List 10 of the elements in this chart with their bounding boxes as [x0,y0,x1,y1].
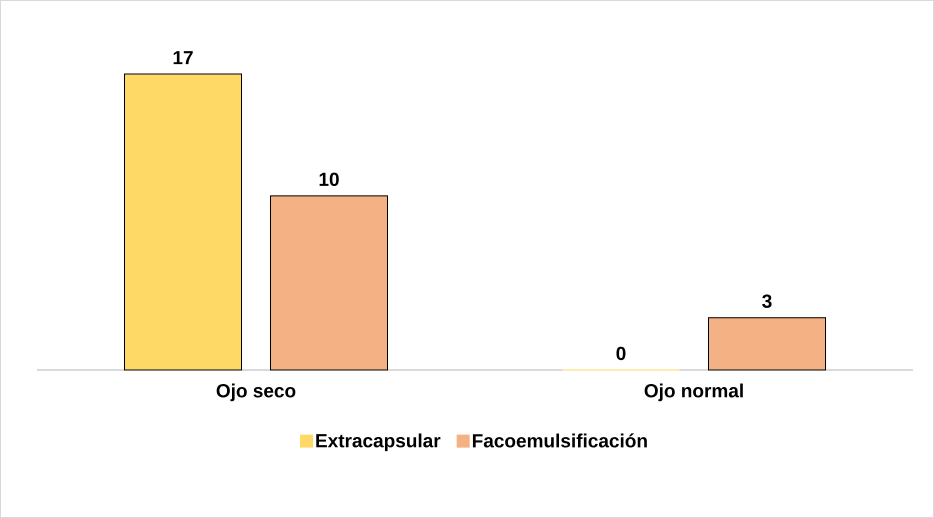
legend-label: Extracapsular [316,433,440,452]
x-tick-label: Ojo seco [216,384,296,402]
bar [270,195,388,370]
x-tick-label: Ojo normal [644,384,743,402]
legend-label: Facoemulsificación [472,433,647,448]
data-label: 10 [320,172,339,186]
data-label: 3 [762,294,772,308]
bar [708,317,826,370]
data-label: 0 [616,346,626,360]
data-label: 17 [174,51,193,64]
